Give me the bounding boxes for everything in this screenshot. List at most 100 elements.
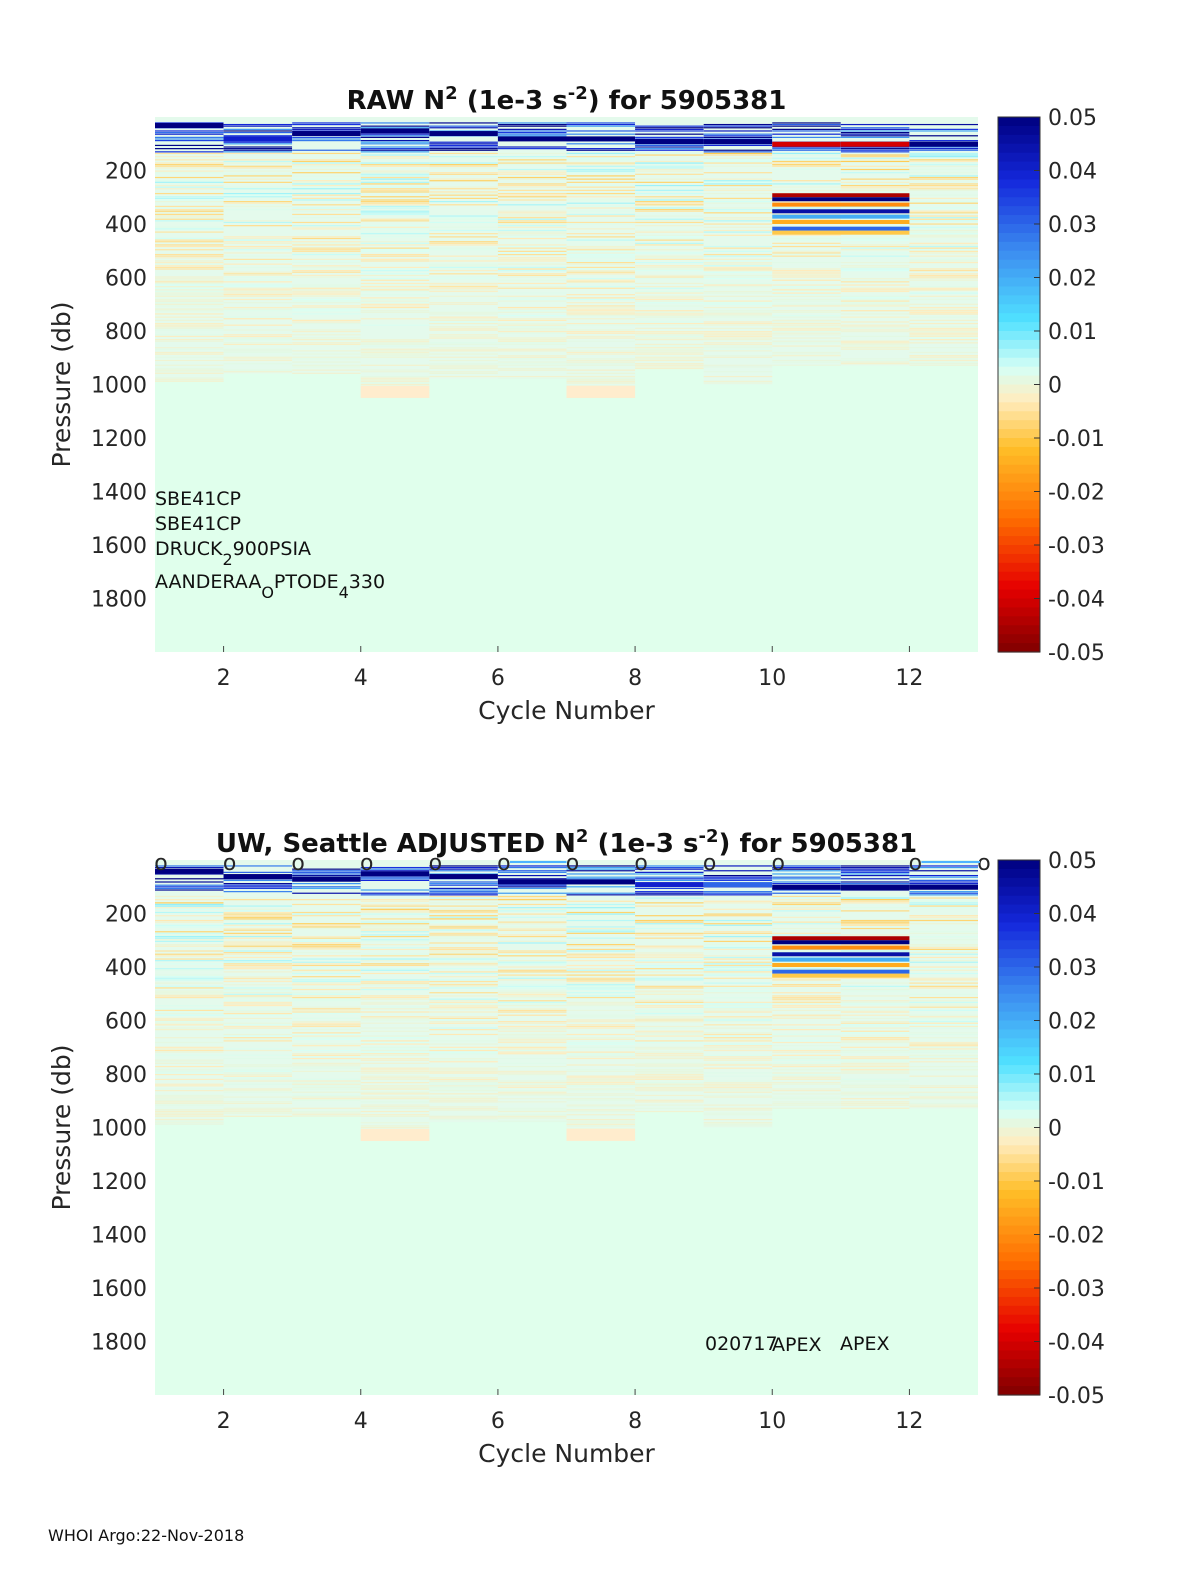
n2-stripe bbox=[909, 327, 978, 329]
n2-stripe bbox=[772, 1088, 841, 1090]
n2-stripe bbox=[703, 207, 773, 209]
n2-stripe bbox=[360, 900, 430, 902]
n2-stripe bbox=[703, 1090, 773, 1092]
n2-stripe bbox=[635, 979, 704, 981]
n2-stripe bbox=[155, 313, 224, 315]
n2-stripe bbox=[223, 202, 293, 204]
n2-stripe bbox=[292, 1009, 361, 1011]
sensor-ctd-2: SBE41CP bbox=[155, 513, 241, 535]
n2-stripe bbox=[155, 866, 224, 869]
cycle-column-10 bbox=[772, 117, 841, 366]
n2-stripe bbox=[497, 1070, 567, 1072]
n2-stripe bbox=[292, 209, 361, 211]
n2-stripe bbox=[223, 976, 293, 978]
n2-stripe bbox=[223, 977, 293, 979]
n2-stripe bbox=[223, 141, 293, 143]
n2-stripe bbox=[635, 1062, 704, 1064]
n2-stripe bbox=[909, 175, 978, 177]
n2-stripe bbox=[703, 261, 773, 264]
n2-stripe bbox=[772, 284, 841, 286]
n2-stripe bbox=[909, 189, 978, 191]
n2-stripe bbox=[223, 891, 293, 893]
n2-stripe bbox=[360, 164, 430, 166]
n2-stripe bbox=[703, 982, 773, 984]
n2-stripe bbox=[360, 1037, 430, 1039]
n2-stripe bbox=[497, 985, 567, 987]
n2-stripe bbox=[566, 125, 636, 127]
n2-stripe bbox=[772, 273, 841, 275]
n2-stripe bbox=[497, 329, 567, 331]
n2-stripe bbox=[497, 282, 567, 285]
n2-stripe bbox=[772, 873, 841, 875]
n2-stripe bbox=[772, 290, 841, 293]
n2-stripe bbox=[703, 245, 773, 248]
n2-stripe bbox=[292, 236, 361, 238]
n2-stripe bbox=[497, 874, 567, 877]
n2-stripe bbox=[292, 926, 361, 928]
n2-stripe bbox=[566, 911, 636, 914]
n2-stripe bbox=[429, 1057, 498, 1060]
n2-stripe bbox=[909, 231, 978, 233]
colorbar-swatch bbox=[998, 545, 1040, 555]
n2-stripe bbox=[703, 331, 773, 333]
n2-stripe bbox=[292, 1098, 361, 1100]
n2-stripe bbox=[223, 923, 293, 925]
n2-stripe bbox=[429, 1022, 498, 1024]
n2-stripe bbox=[840, 878, 910, 880]
n2-stripe bbox=[909, 226, 978, 228]
n2-stripe bbox=[360, 212, 430, 214]
colorbar-swatch bbox=[998, 250, 1040, 261]
n2-stripe bbox=[635, 974, 704, 976]
n2-stripe bbox=[703, 943, 773, 946]
n2-stripe bbox=[360, 377, 430, 379]
n2-stripe bbox=[292, 964, 361, 967]
n2-stripe bbox=[840, 186, 910, 188]
n2-stripe bbox=[429, 143, 498, 145]
n2-stripe bbox=[840, 1046, 910, 1048]
n2-stripe bbox=[155, 902, 224, 904]
n2-stripe bbox=[292, 295, 361, 297]
colorbar-swatch bbox=[998, 125, 1040, 136]
n2-stripe bbox=[772, 968, 841, 970]
n2-stripe bbox=[360, 1057, 430, 1060]
n2-stripe bbox=[909, 234, 978, 236]
n2-stripe bbox=[772, 300, 841, 302]
n2-stripe bbox=[223, 937, 293, 939]
n2-stripe bbox=[360, 1078, 430, 1081]
n2-stripe bbox=[223, 290, 293, 293]
n2-stripe bbox=[566, 1082, 636, 1084]
n2-stripe bbox=[840, 1104, 910, 1106]
n2-stripe bbox=[155, 881, 224, 883]
n2-stripe bbox=[223, 260, 293, 262]
n2-stripe bbox=[429, 1067, 498, 1069]
n2-stripe bbox=[909, 1093, 978, 1095]
n2-stripe bbox=[497, 270, 567, 272]
n2-stripe bbox=[155, 207, 224, 209]
cycle-column-1 bbox=[155, 860, 224, 1125]
n2-stripe bbox=[223, 146, 293, 148]
n2-stripe bbox=[635, 1053, 704, 1055]
n2-stripe bbox=[909, 188, 978, 190]
n2-stripe bbox=[429, 942, 498, 944]
surface-marker: o bbox=[154, 851, 167, 876]
n2-stripe bbox=[703, 968, 773, 970]
n2-stripe bbox=[429, 866, 498, 869]
colorbar-swatch bbox=[998, 384, 1040, 395]
n2-stripe bbox=[772, 148, 841, 150]
n2-stripe bbox=[292, 127, 361, 129]
colorbar-swatch bbox=[998, 339, 1040, 350]
n2-stripe bbox=[840, 1069, 910, 1071]
n2-stripe bbox=[360, 1098, 430, 1100]
n2-stripe bbox=[703, 964, 773, 967]
n2-stripe bbox=[292, 213, 361, 216]
n2-stripe bbox=[155, 184, 224, 187]
colorbar-tick-label: 0 bbox=[1048, 374, 1062, 399]
n2-stripe bbox=[360, 122, 430, 124]
n2-stripe bbox=[840, 239, 910, 241]
n2-stripe bbox=[635, 960, 704, 962]
n2-stripe bbox=[703, 1043, 773, 1045]
n2-stripe bbox=[772, 932, 841, 934]
n2-stripe bbox=[909, 123, 978, 126]
n2-stripe bbox=[497, 233, 567, 235]
n2-stripe bbox=[223, 918, 293, 920]
